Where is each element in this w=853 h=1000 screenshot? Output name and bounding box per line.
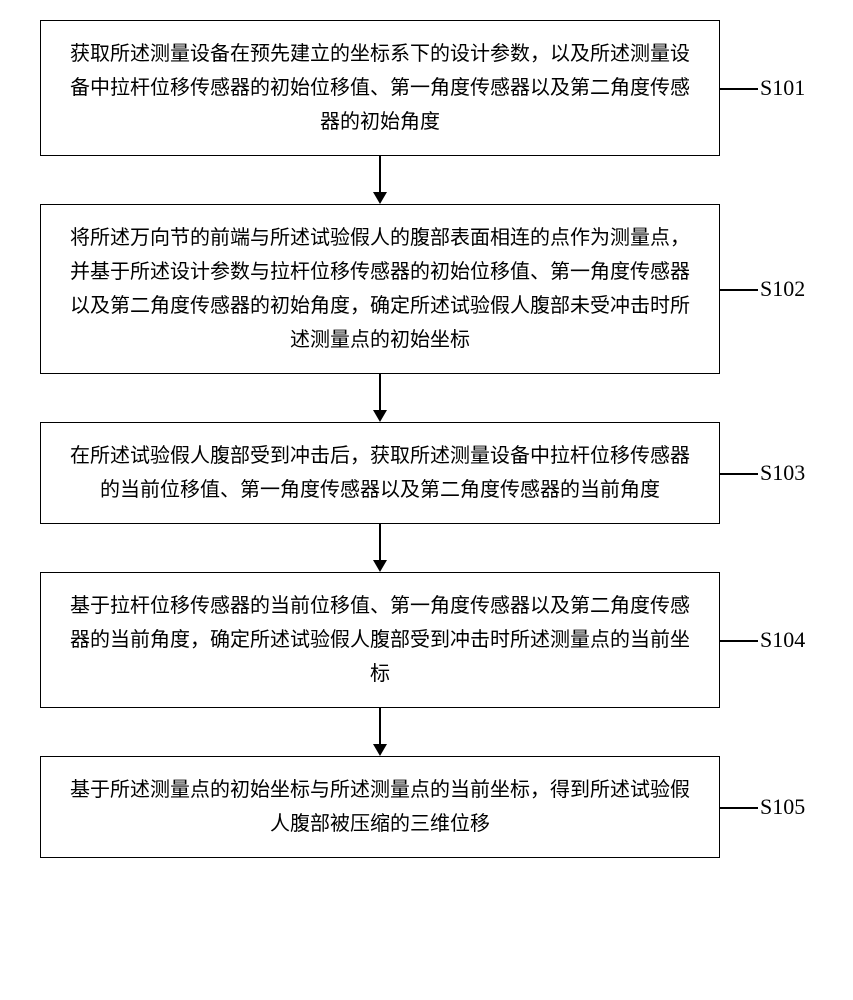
step-box-s101: 获取所述测量设备在预先建立的坐标系下的设计参数，以及所述测量设备中拉杆位移传感器…: [40, 20, 720, 156]
label-connector-icon: [720, 289, 758, 291]
step-label-s101: S101: [760, 75, 805, 101]
step-id: S102: [760, 276, 805, 301]
step-box-s105: 基于所述测量点的初始坐标与所述测量点的当前坐标，得到所述试验假人腹部被压缩的三维…: [40, 756, 720, 858]
arrow-line-icon: [379, 156, 381, 192]
arrow-line-icon: [379, 374, 381, 410]
arrow-2: [40, 374, 720, 422]
arrow-head-icon: [373, 744, 387, 756]
step-wrapper-s101: 获取所述测量设备在预先建立的坐标系下的设计参数，以及所述测量设备中拉杆位移传感器…: [40, 20, 813, 156]
step-id: S101: [760, 75, 805, 100]
step-wrapper-s104: 基于拉杆位移传感器的当前位移值、第一角度传感器以及第二角度传感器的当前角度，确定…: [40, 572, 813, 708]
step-wrapper-s103: 在所述试验假人腹部受到冲击后，获取所述测量设备中拉杆位移传感器的当前位移值、第一…: [40, 422, 813, 524]
step-box-s103: 在所述试验假人腹部受到冲击后，获取所述测量设备中拉杆位移传感器的当前位移值、第一…: [40, 422, 720, 524]
arrow-line-icon: [379, 524, 381, 560]
label-connector-icon: [720, 640, 758, 642]
step-label-s103: S103: [760, 460, 805, 486]
step-text: 获取所述测量设备在预先建立的坐标系下的设计参数，以及所述测量设备中拉杆位移传感器…: [70, 43, 690, 133]
step-box-s104: 基于拉杆位移传感器的当前位移值、第一角度传感器以及第二角度传感器的当前角度，确定…: [40, 572, 720, 708]
step-label-s102: S102: [760, 276, 805, 302]
step-box-s102: 将所述万向节的前端与所述试验假人的腹部表面相连的点作为测量点，并基于所述设计参数…: [40, 204, 720, 374]
arrow-3: [40, 524, 720, 572]
step-wrapper-s105: 基于所述测量点的初始坐标与所述测量点的当前坐标，得到所述试验假人腹部被压缩的三维…: [40, 756, 813, 858]
step-text: 基于所述测量点的初始坐标与所述测量点的当前坐标，得到所述试验假人腹部被压缩的三维…: [70, 779, 690, 835]
step-id: S104: [760, 627, 805, 652]
label-connector-icon: [720, 807, 758, 809]
step-label-s105: S105: [760, 794, 805, 820]
arrow-line-icon: [379, 708, 381, 744]
label-connector-icon: [720, 88, 758, 90]
step-text: 将所述万向节的前端与所述试验假人的腹部表面相连的点作为测量点，并基于所述设计参数…: [70, 227, 690, 351]
arrow-head-icon: [373, 560, 387, 572]
arrow-head-icon: [373, 192, 387, 204]
step-text: 在所述试验假人腹部受到冲击后，获取所述测量设备中拉杆位移传感器的当前位移值、第一…: [70, 445, 690, 501]
arrow-head-icon: [373, 410, 387, 422]
step-text: 基于拉杆位移传感器的当前位移值、第一角度传感器以及第二角度传感器的当前角度，确定…: [70, 595, 690, 685]
step-wrapper-s102: 将所述万向节的前端与所述试验假人的腹部表面相连的点作为测量点，并基于所述设计参数…: [40, 204, 813, 374]
flowchart-container: 获取所述测量设备在预先建立的坐标系下的设计参数，以及所述测量设备中拉杆位移传感器…: [40, 20, 813, 858]
arrow-4: [40, 708, 720, 756]
arrow-1: [40, 156, 720, 204]
label-connector-icon: [720, 473, 758, 475]
step-id: S105: [760, 794, 805, 819]
step-label-s104: S104: [760, 627, 805, 653]
step-id: S103: [760, 460, 805, 485]
